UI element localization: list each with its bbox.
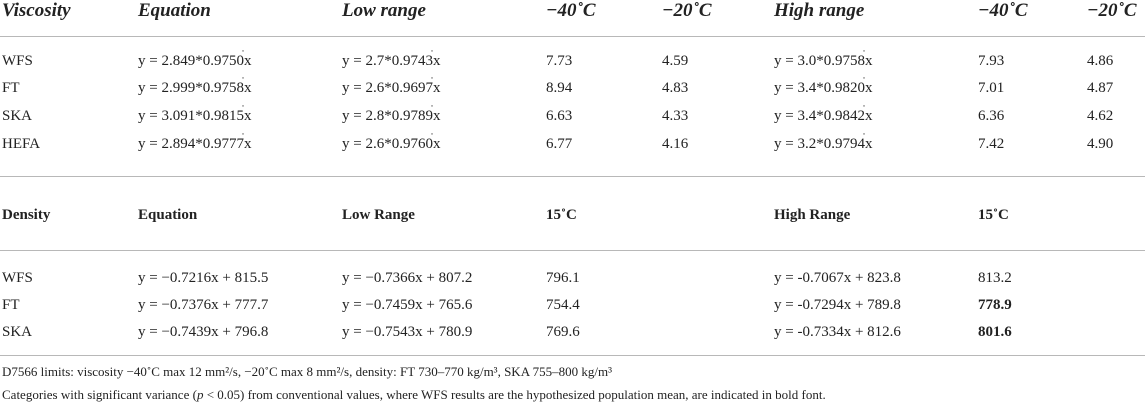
col-high-minus20: −20˚C xyxy=(1087,0,1137,21)
table-cell: 796.1 xyxy=(546,270,580,286)
table-cell: y = −0.7366x + 807.2 xyxy=(342,270,473,286)
table-cell: y = 2.6*0.9697x xyxy=(342,80,440,97)
table-cell: 6.63 xyxy=(546,108,573,124)
table-cell: 7.93 xyxy=(978,53,1005,69)
table-cell: 813.2 xyxy=(978,270,1012,286)
table-cell: WFS xyxy=(2,53,33,69)
table-cell: 754.4 xyxy=(546,297,580,313)
table-cell: y = −0.7543x + 780.9 xyxy=(342,324,473,340)
significance-note: Categories with significant variance (p … xyxy=(2,387,826,402)
col-high-15c: 15˚C xyxy=(978,207,1009,223)
table-cell: 8.94 xyxy=(546,80,573,96)
limits-note: D7566 limits: viscosity −40˚C max 12 mm²… xyxy=(2,364,612,379)
divider xyxy=(0,355,1145,356)
table-cell: 7.73 xyxy=(546,53,573,69)
table-cell: 4.33 xyxy=(662,108,689,124)
table-cell: 6.77 xyxy=(546,136,573,152)
col-density: Density xyxy=(2,207,51,223)
col-low-minus40: −40˚C xyxy=(546,0,596,21)
table-cell: 4.90 xyxy=(1087,136,1114,152)
col-high-range: High Range xyxy=(774,207,851,223)
table-cell: y = 3.4*0.9820x xyxy=(774,80,872,97)
table-cell: y = −0.7459x + 765.6 xyxy=(342,297,473,313)
col-equation: Equation xyxy=(138,0,211,21)
table-cell: 769.6 xyxy=(546,324,580,340)
table-cell: y = −0.7439x + 796.8 xyxy=(138,324,269,340)
table-cell: SKA xyxy=(2,108,33,124)
table-cell: y = 3.0*0.9758x xyxy=(774,53,872,70)
table-cell: y = 2.849*0.9750x xyxy=(138,53,251,70)
table-cell: WFS xyxy=(2,270,33,286)
table-cell: y = -0.7334x + 812.6 xyxy=(774,324,901,340)
col-viscosity: Viscosity xyxy=(2,0,71,21)
col-low-minus20: −20˚C xyxy=(662,0,712,21)
table-cell: 7.01 xyxy=(978,80,1005,96)
divider xyxy=(0,36,1145,37)
divider xyxy=(0,250,1145,251)
table-cell: y = -0.7294x + 789.8 xyxy=(774,297,901,313)
col-high-minus40: −40˚C xyxy=(978,0,1028,21)
col-low-range: Low Range xyxy=(342,207,415,223)
table-cell: FT xyxy=(2,80,20,96)
table-cell: y = 2.6*0.9760x xyxy=(342,136,440,153)
table-cell: y = 2.894*0.9777x xyxy=(138,136,251,153)
table-cell: 4.86 xyxy=(1087,53,1114,69)
table-cell: 4.83 xyxy=(662,80,689,96)
divider xyxy=(0,176,1145,177)
table-cell: y = -0.7067x + 823.8 xyxy=(774,270,901,286)
table-cell: y = 2.7*0.9743x xyxy=(342,53,440,70)
table-cell: HEFA xyxy=(2,136,41,152)
table-cell: y = −0.7216x + 815.5 xyxy=(138,270,269,286)
col-high-range: High range xyxy=(774,0,865,21)
table-cell: y = 3.2*0.9794x xyxy=(774,136,872,153)
table-cell: 778.9 xyxy=(978,297,1012,313)
table-cell: 801.6 xyxy=(978,324,1012,340)
col-equation: Equation xyxy=(138,207,198,223)
table-cell: y = 2.8*0.9789x xyxy=(342,108,440,125)
table-cell: 7.42 xyxy=(978,136,1005,152)
col-low-range: Low range xyxy=(342,0,426,21)
table-cell: 4.16 xyxy=(662,136,689,152)
table-cell: y = 3.091*0.9815x xyxy=(138,108,251,125)
table-cell: y = −0.7376x + 777.7 xyxy=(138,297,269,313)
table-cell: 6.36 xyxy=(978,108,1005,124)
table-cell: 4.59 xyxy=(662,53,689,69)
table-cell: 4.62 xyxy=(1087,108,1114,124)
table-cell: FT xyxy=(2,297,20,313)
table-cell: y = 3.4*0.9842x xyxy=(774,108,872,125)
table-cell: 4.87 xyxy=(1087,80,1114,96)
col-low-15c: 15˚C xyxy=(546,207,577,223)
table-cell: SKA xyxy=(2,324,33,340)
table-cell: y = 2.999*0.9758x xyxy=(138,80,251,97)
